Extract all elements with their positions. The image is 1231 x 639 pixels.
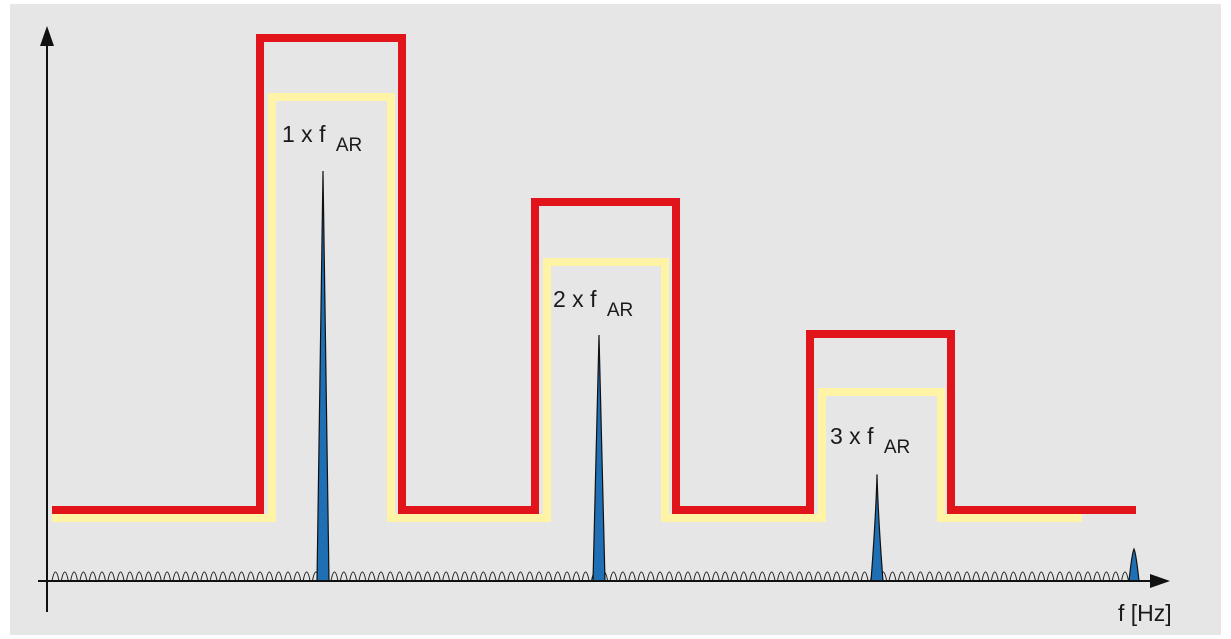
outer-limit-band [52, 34, 1136, 514]
spectrum-diagram: 1 x f AR 2 x f AR 3 x f AR f [Hz] [10, 4, 1221, 635]
noise-bumps [51, 571, 1129, 582]
edge-peak [1128, 547, 1140, 582]
harmonic-peaks [316, 170, 1140, 582]
diagram-background [10, 4, 1221, 635]
y-axis-arrow-icon [40, 26, 54, 46]
x-axis-arrow-icon [1150, 574, 1170, 588]
diagram-canvas: 1 x f AR 2 x f AR 3 x f AR f [Hz] [10, 4, 1221, 635]
harmonic-label-1: 1 x f AR [282, 121, 362, 156]
noise-floor [51, 571, 1129, 582]
inner-limit-band [52, 93, 1082, 522]
harmonic-label-2: 2 x f AR [553, 286, 633, 321]
x-axis-label: f [Hz] [1118, 600, 1172, 626]
harmonic-peak-1 [316, 170, 330, 582]
harmonic-peak-3 [870, 474, 884, 582]
harmonic-peak-2 [592, 334, 606, 582]
harmonic-label-3: 3 x f AR [830, 423, 910, 458]
